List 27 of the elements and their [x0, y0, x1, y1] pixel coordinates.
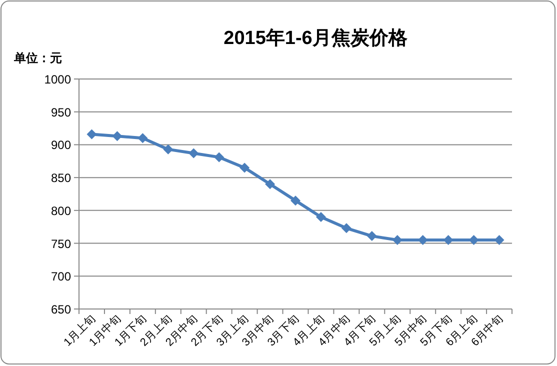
y-tick-label: 650 — [50, 302, 72, 316]
y-tick-label: 950 — [50, 105, 72, 120]
y-tick-label: 700 — [50, 270, 72, 284]
point — [138, 133, 148, 144]
point — [316, 212, 326, 222]
y-tick-label: 900 — [50, 138, 72, 152]
point — [240, 162, 250, 173]
y-tick-label: 1000 — [44, 72, 72, 86]
y-axis-title: 单位：元 — [13, 51, 62, 65]
point — [214, 152, 224, 162]
chart-title: 2015年1-6月焦炭价格 — [224, 27, 408, 49]
point — [418, 235, 428, 245]
point — [366, 231, 377, 242]
point — [188, 148, 199, 158]
point — [290, 196, 300, 206]
y-tick-label: 850 — [50, 171, 72, 186]
point — [443, 235, 454, 245]
y-tick-label: 750 — [50, 236, 72, 251]
point — [112, 131, 122, 142]
y-tick-label: 800 — [50, 204, 72, 218]
point — [86, 129, 97, 140]
point — [392, 235, 402, 245]
point — [341, 223, 352, 234]
point — [265, 179, 276, 190]
point — [468, 235, 479, 245]
point — [494, 235, 504, 245]
point — [163, 144, 174, 154]
